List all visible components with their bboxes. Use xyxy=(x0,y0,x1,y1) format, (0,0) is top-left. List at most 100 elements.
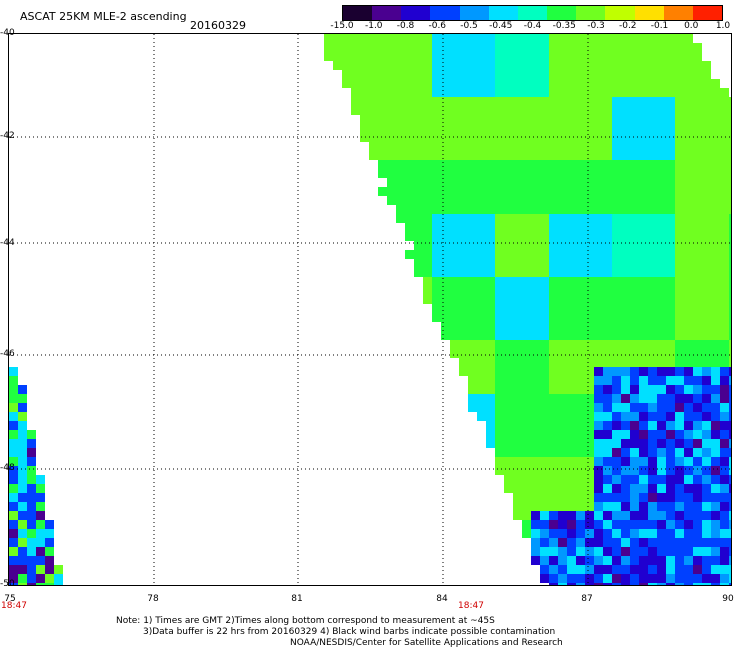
swath-cell xyxy=(612,349,621,358)
swath-cell xyxy=(621,151,630,160)
swath-cell xyxy=(648,115,657,124)
swath-cell xyxy=(639,106,648,115)
swath-cell xyxy=(711,493,720,502)
swath-cell xyxy=(396,97,405,106)
swath-cell xyxy=(603,142,612,151)
swath-cell xyxy=(711,484,720,493)
swath-cell xyxy=(657,574,666,583)
swath-cell xyxy=(9,394,18,403)
swath-cell xyxy=(378,115,387,124)
swath-cell xyxy=(387,160,396,169)
swath-cell xyxy=(459,241,468,250)
swath-cell xyxy=(531,547,540,556)
swath-cell xyxy=(477,214,486,223)
swath-cell xyxy=(594,43,603,52)
swath-cell xyxy=(702,394,711,403)
swath-cell xyxy=(513,331,522,340)
swath-cell xyxy=(729,475,731,484)
swath-cell xyxy=(603,34,612,43)
swath-cell xyxy=(684,421,693,430)
swath-cell xyxy=(702,241,711,250)
swath-cell xyxy=(585,574,594,583)
swath-cell xyxy=(540,34,549,43)
swath-cell xyxy=(450,115,459,124)
swath-cell xyxy=(675,61,684,70)
swath-cell xyxy=(621,511,630,520)
swath-cell xyxy=(729,313,731,322)
swath-cell xyxy=(531,430,540,439)
swath-cell xyxy=(675,277,684,286)
swath-cell xyxy=(666,430,675,439)
swath-cell xyxy=(9,583,18,585)
swath-cell xyxy=(387,169,396,178)
swath-cell xyxy=(729,430,731,439)
swath-cell xyxy=(558,70,567,79)
swath-cell xyxy=(567,493,576,502)
swath-cell xyxy=(675,565,684,574)
swath-cell xyxy=(675,169,684,178)
swath-cell xyxy=(621,43,630,52)
swath-cell xyxy=(585,88,594,97)
swath-cell xyxy=(666,259,675,268)
swath-cell xyxy=(18,466,27,475)
swath-cell xyxy=(531,349,540,358)
swath-cell xyxy=(693,502,702,511)
swath-cell xyxy=(540,457,549,466)
swath-cell xyxy=(522,250,531,259)
swath-cell xyxy=(423,205,432,214)
swath-cell xyxy=(18,529,27,538)
swath-cell xyxy=(648,79,657,88)
swath-cell xyxy=(558,529,567,538)
swath-cell xyxy=(603,79,612,88)
swath-cell xyxy=(432,52,441,61)
swath-cell xyxy=(729,277,731,286)
swath-cell xyxy=(621,394,630,403)
swath-cell xyxy=(648,178,657,187)
swath-cell xyxy=(612,286,621,295)
swath-cell xyxy=(549,88,558,97)
swath-cell xyxy=(612,412,621,421)
swath-cell xyxy=(630,88,639,97)
swath-cell xyxy=(702,367,711,376)
swath-cell xyxy=(396,142,405,151)
swath-cell xyxy=(675,520,684,529)
swath-cell xyxy=(684,205,693,214)
swath-cell xyxy=(405,79,414,88)
swath-cell xyxy=(9,430,18,439)
swath-cell xyxy=(477,124,486,133)
swath-cell xyxy=(522,88,531,97)
swath-cell xyxy=(387,61,396,70)
swath-cell xyxy=(729,358,731,367)
swath-cell xyxy=(504,430,513,439)
swath-cell xyxy=(612,124,621,133)
swath-cell xyxy=(504,394,513,403)
swath-cell xyxy=(675,457,684,466)
swath-cell xyxy=(684,79,693,88)
swath-cell xyxy=(549,79,558,88)
swath-cell xyxy=(657,250,666,259)
swath-cell xyxy=(720,205,729,214)
swath-cell xyxy=(459,106,468,115)
swath-cell xyxy=(414,88,423,97)
swath-cell xyxy=(711,457,720,466)
swath-cell xyxy=(549,466,558,475)
swath-cell xyxy=(693,448,702,457)
swath-cell xyxy=(603,475,612,484)
swath-cell xyxy=(432,142,441,151)
colorbar-label-6: -0.4 xyxy=(523,21,542,31)
swath-cell xyxy=(540,61,549,70)
swath-cell xyxy=(540,556,549,565)
swath-cell xyxy=(504,142,513,151)
swath-cell xyxy=(684,511,693,520)
swath-cell xyxy=(576,331,585,340)
swath-cell xyxy=(441,304,450,313)
swath-cell xyxy=(576,286,585,295)
swath-cell xyxy=(666,475,675,484)
swath-cell xyxy=(387,115,396,124)
swath-cell xyxy=(639,502,648,511)
swath-cell xyxy=(684,403,693,412)
swath-cell xyxy=(540,88,549,97)
swath-cell xyxy=(612,565,621,574)
swath-cell xyxy=(540,385,549,394)
swath-cell xyxy=(369,52,378,61)
